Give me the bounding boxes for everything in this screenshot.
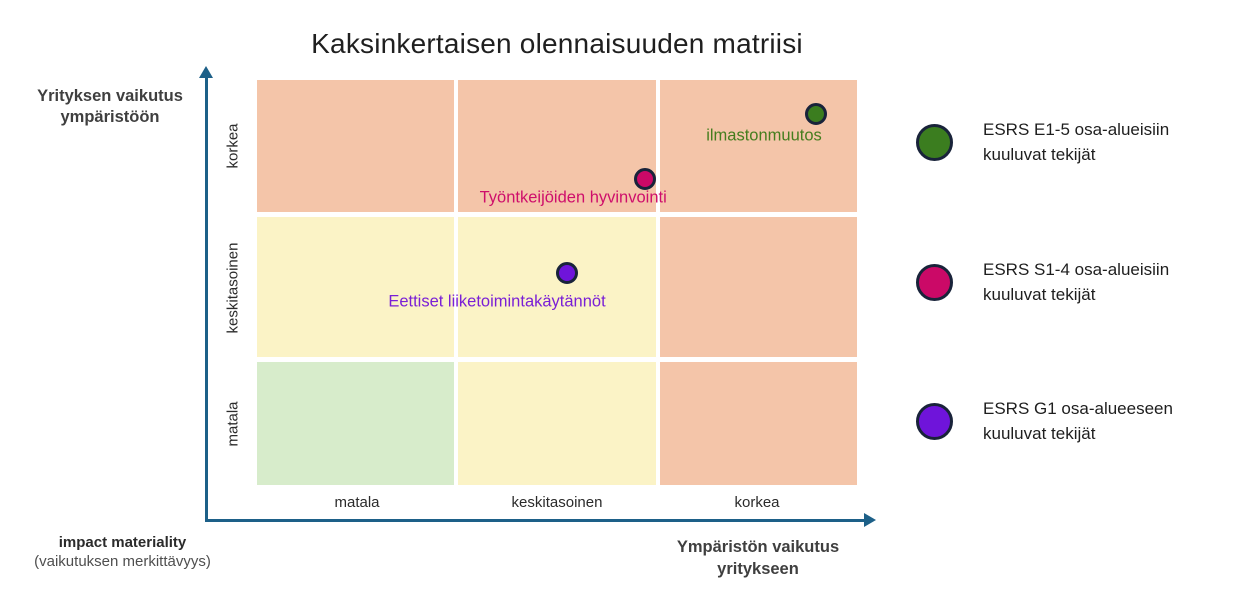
matrix-cell-row1-col1 [257,80,455,212]
impact-materiality-sublabel: (vaikutuksen merkittävyys) [34,553,211,570]
legend-label-line2: kuuluvat tekijät [983,285,1096,304]
y-tick-korkea: korkea [224,123,242,169]
matrix-cell-row1-col2 [458,80,656,212]
legend-label-line2: kuuluvat tekijät [983,145,1096,164]
x-axis-title: Ympäristön vaikutus yritykseen [658,536,858,580]
scatter-dot-ilmastonmuutos [805,103,828,126]
matrix-cell-row2-col2 [458,217,656,357]
matrix-grid [257,80,857,485]
scatter-dot-tyontekijoiden-hyvinvointi [634,167,657,190]
point-label-tyontekijoiden-hyvinvointi: Työntkeijöiden hyvinvointi [479,188,667,207]
x-tick-korkea: korkea [734,494,780,511]
matrix-cell-row2-col1 [257,217,455,357]
x-axis-line [206,519,866,522]
matrix-cell-row2-col3 [659,217,857,357]
matrix-cell-row3-col2 [458,362,656,485]
legend-marker-purple-circle-icon [916,402,953,440]
scatter-dot-eettiset-liiketoimintakaytannot [556,262,579,285]
impact-materiality-label: impact materiality [58,534,187,551]
impact-materiality-footnote: impact materiality (vaikutuksen merkittä… [0,533,245,571]
point-label-ilmastonmuutos: ilmastonmuutos [706,126,822,145]
y-tick-matala: matala [224,401,242,447]
legend-label-line1: ESRS E1-5 osa-alueisiin [983,120,1170,139]
y-axis-arrowhead-icon [199,66,213,78]
legend-item-esrs-s1-4: ESRS S1-4 osa-alueisiin kuuluvat tekijät [916,256,1169,308]
matrix-cell-row3-col1 [257,362,455,485]
legend-label-line1: ESRS S1-4 osa-alueisiin [983,260,1170,279]
x-axis-title-line1: Ympäristön vaikutus [676,538,840,556]
matrix-cell-row1-col3 [659,80,857,212]
chart-title: Kaksinkertaisen olennaisuuden matriisi [311,28,803,59]
y-tick-keskitasoinen: keskitasoinen [224,242,242,334]
legend-item-esrs-g1: ESRS G1 osa-alueeseen kuuluvat tekijät [916,395,1173,447]
legend-label-line2: kuuluvat tekijät [983,424,1096,443]
x-tick-keskitasoinen: keskitasoinen [511,494,603,511]
matrix-cell-row3-col3 [659,362,857,485]
y-axis-line [205,77,208,522]
legend-label-line1: ESRS G1 osa-alueeseen [983,399,1173,418]
legend-item-esrs-e1-5: ESRS E1-5 osa-alueisiin kuuluvat tekijät [916,116,1169,168]
point-label-eettiset-liiketoimintakaytannot: Eettiset liiketoimintakäytännöt [388,292,606,311]
plot-area: ilmastonmuutos Työntkeijöiden hyvinvoint… [257,80,857,485]
legend-marker-pink-circle-icon [916,263,953,301]
y-axis-title-line2: ympäristöön [60,108,160,126]
y-axis-title: Yrityksen vaikutus ympäristöön [15,86,205,128]
y-axis-title-line1: Yrityksen vaikutus [37,87,183,105]
x-axis-arrowhead-icon [864,513,876,527]
legend-marker-green-circle-icon [916,123,953,161]
x-tick-matala: matala [334,494,380,511]
x-axis-title-line2: yritykseen [717,560,799,578]
